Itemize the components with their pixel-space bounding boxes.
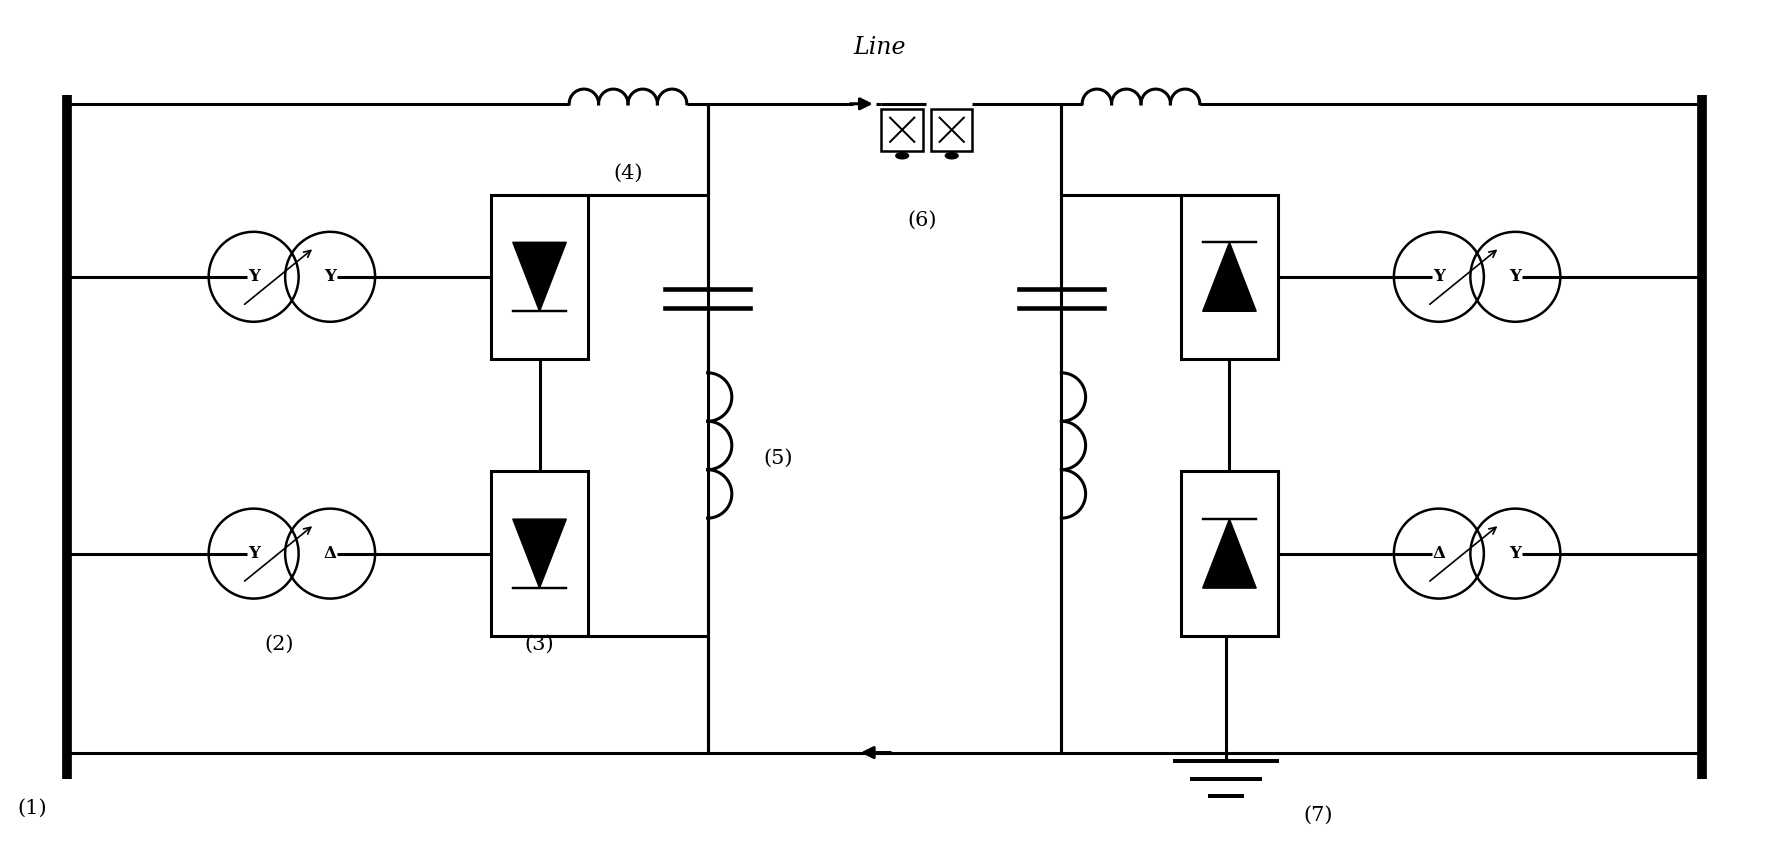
- Text: Y: Y: [1509, 545, 1521, 562]
- Circle shape: [945, 152, 959, 159]
- Polygon shape: [513, 519, 566, 588]
- Text: (1): (1): [18, 799, 46, 818]
- Text: Y: Y: [248, 545, 260, 562]
- Text: (4): (4): [614, 163, 642, 183]
- Text: Y: Y: [248, 268, 260, 285]
- Text: (6): (6): [907, 211, 936, 230]
- Bar: [1182, 195, 1277, 359]
- Bar: [1182, 471, 1277, 636]
- Text: Δ: Δ: [324, 545, 336, 562]
- Bar: [930, 109, 973, 151]
- Circle shape: [895, 152, 909, 159]
- Polygon shape: [1203, 242, 1256, 311]
- Text: (3): (3): [525, 635, 554, 654]
- Bar: [492, 195, 587, 359]
- Text: Δ: Δ: [1433, 545, 1445, 562]
- Text: (7): (7): [1304, 805, 1332, 824]
- Polygon shape: [513, 242, 566, 311]
- Text: (2): (2): [265, 635, 294, 654]
- Bar: [492, 471, 587, 636]
- Polygon shape: [1203, 519, 1256, 588]
- Text: Y: Y: [1509, 268, 1521, 285]
- Text: (5): (5): [764, 449, 793, 468]
- Text: Y: Y: [1433, 268, 1445, 285]
- Bar: [881, 109, 923, 151]
- Text: Line: Line: [853, 36, 906, 59]
- Text: Y: Y: [324, 268, 336, 285]
